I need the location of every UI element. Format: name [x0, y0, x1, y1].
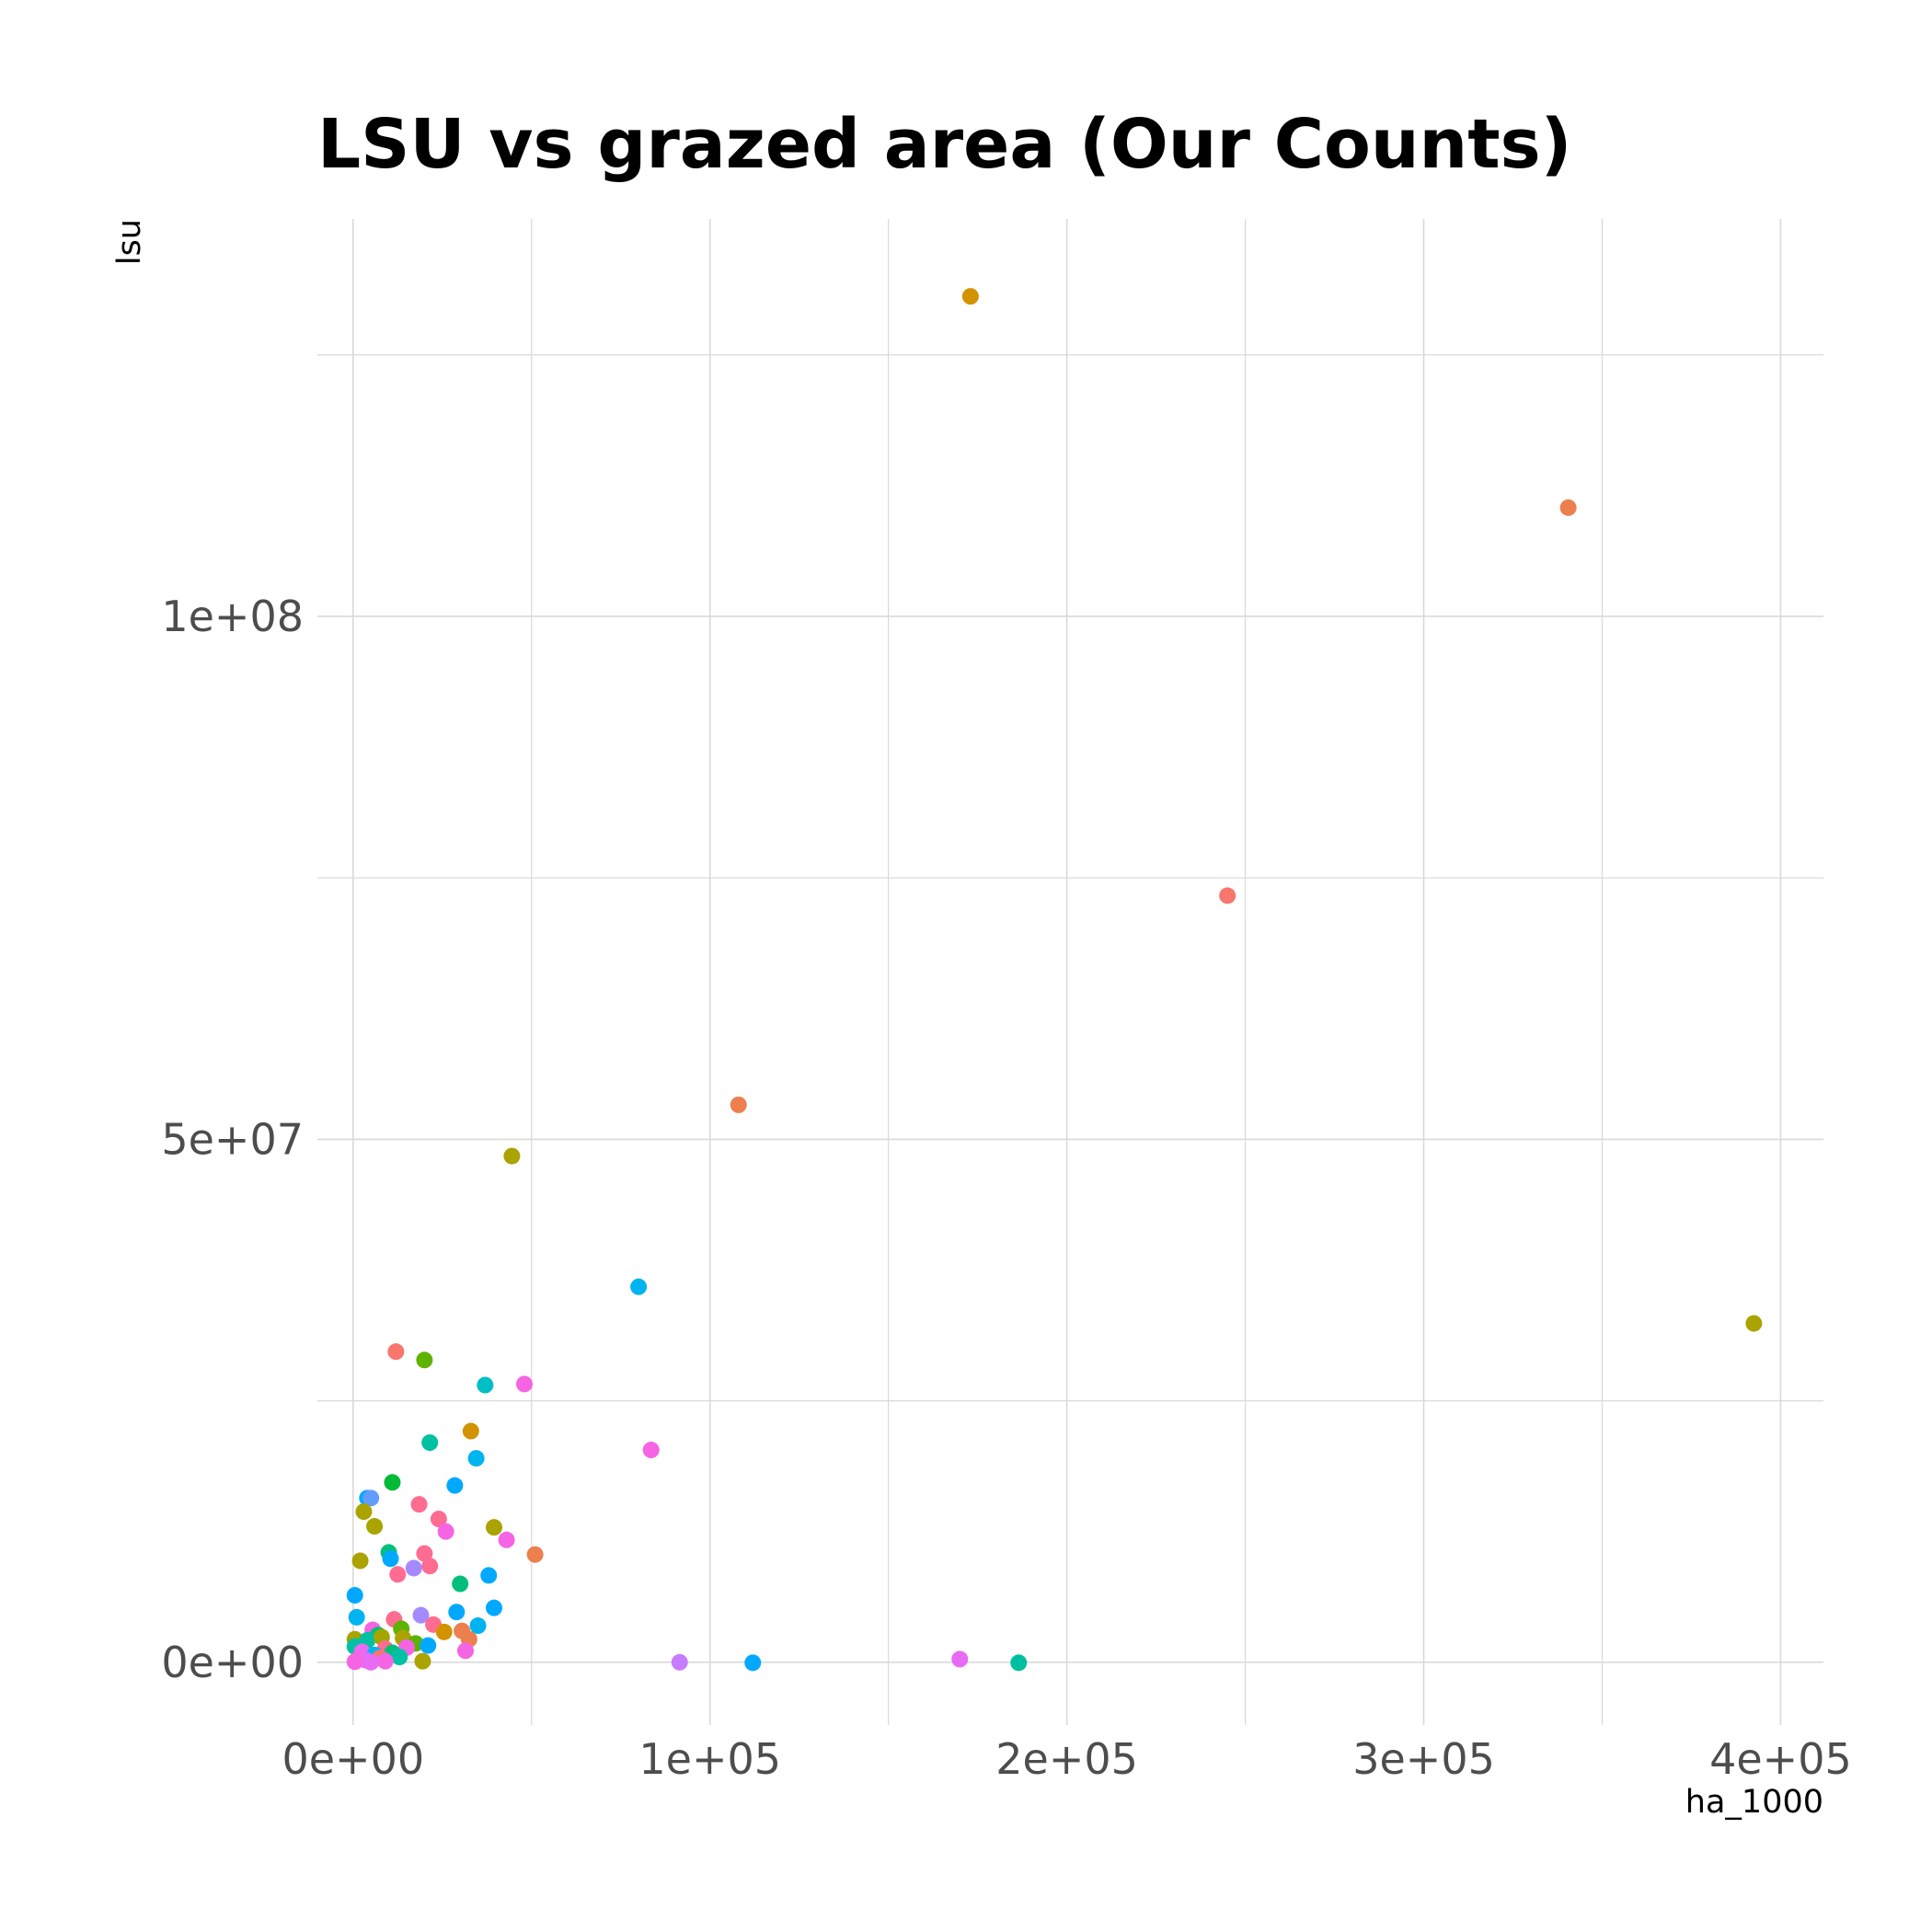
data-point: [486, 1599, 503, 1616]
data-point: [526, 1546, 544, 1563]
data-point: [391, 1649, 408, 1666]
data-point: [744, 1654, 762, 1672]
data-point: [430, 1511, 447, 1528]
x-tick-label: 4e+05: [1709, 1734, 1852, 1784]
data-point: [1559, 499, 1577, 516]
x-tick-label: 2e+05: [995, 1734, 1138, 1784]
x-tick-label: 1e+05: [638, 1734, 781, 1784]
x-axis-tick-labels: 0e+00 1e+05 2e+05 3e+05 4e+05: [282, 1734, 1851, 1784]
y-tick-label: 0e+00: [161, 1638, 304, 1687]
x-tick-label: 0e+00: [282, 1734, 424, 1784]
data-point: [503, 1147, 521, 1165]
major-gridlines: [317, 219, 1823, 1725]
y-axis-title: lsu: [111, 219, 148, 265]
minor-gridlines: [317, 219, 1823, 1725]
data-point: [1010, 1654, 1028, 1672]
data-point: [435, 1623, 453, 1640]
y-tick-label: 1e+08: [161, 592, 304, 641]
data-point: [346, 1653, 363, 1671]
data-points: [346, 288, 1763, 1672]
data-point: [467, 1450, 485, 1467]
data-point: [362, 1489, 380, 1507]
data-point: [389, 1566, 407, 1583]
data-point: [477, 1376, 494, 1394]
y-tick-label: 5e+07: [161, 1114, 304, 1164]
data-point: [961, 288, 979, 305]
data-point: [421, 1558, 439, 1575]
data-point: [382, 1550, 399, 1568]
data-point: [410, 1496, 428, 1513]
data-point: [462, 1422, 479, 1440]
data-point: [951, 1650, 969, 1668]
data-point: [420, 1637, 437, 1654]
data-point: [1219, 887, 1236, 904]
data-point: [446, 1477, 464, 1494]
data-point: [376, 1652, 394, 1670]
data-point: [456, 1642, 474, 1660]
data-point: [486, 1519, 503, 1536]
data-point: [498, 1531, 515, 1548]
data-point: [480, 1567, 498, 1584]
data-point: [366, 1518, 384, 1535]
y-axis-tick-labels: 0e+00 5e+07 1e+08: [161, 592, 304, 1687]
data-point: [1745, 1315, 1763, 1332]
data-point: [630, 1278, 648, 1295]
data-point: [437, 1523, 454, 1540]
data-point: [412, 1606, 430, 1624]
data-point: [405, 1559, 422, 1577]
data-point: [387, 1343, 405, 1361]
data-point: [414, 1652, 431, 1670]
data-point: [642, 1442, 660, 1459]
data-point: [355, 1503, 373, 1521]
data-point: [351, 1552, 369, 1570]
chart-title: LSU vs grazed area (Our Counts): [317, 105, 1571, 184]
data-point: [384, 1474, 401, 1491]
data-point: [346, 1587, 363, 1604]
data-point: [452, 1575, 469, 1593]
data-point: [515, 1375, 533, 1393]
data-point: [448, 1604, 466, 1621]
x-tick-label: 3e+05: [1352, 1734, 1495, 1784]
data-point: [416, 1351, 433, 1369]
data-point: [348, 1608, 365, 1626]
data-point: [421, 1434, 439, 1452]
data-point: [671, 1653, 688, 1671]
data-point: [362, 1653, 380, 1671]
x-axis-title: ha_1000: [1685, 1784, 1823, 1821]
data-point: [730, 1096, 747, 1113]
data-point: [469, 1617, 487, 1635]
data-point: [416, 1545, 433, 1562]
